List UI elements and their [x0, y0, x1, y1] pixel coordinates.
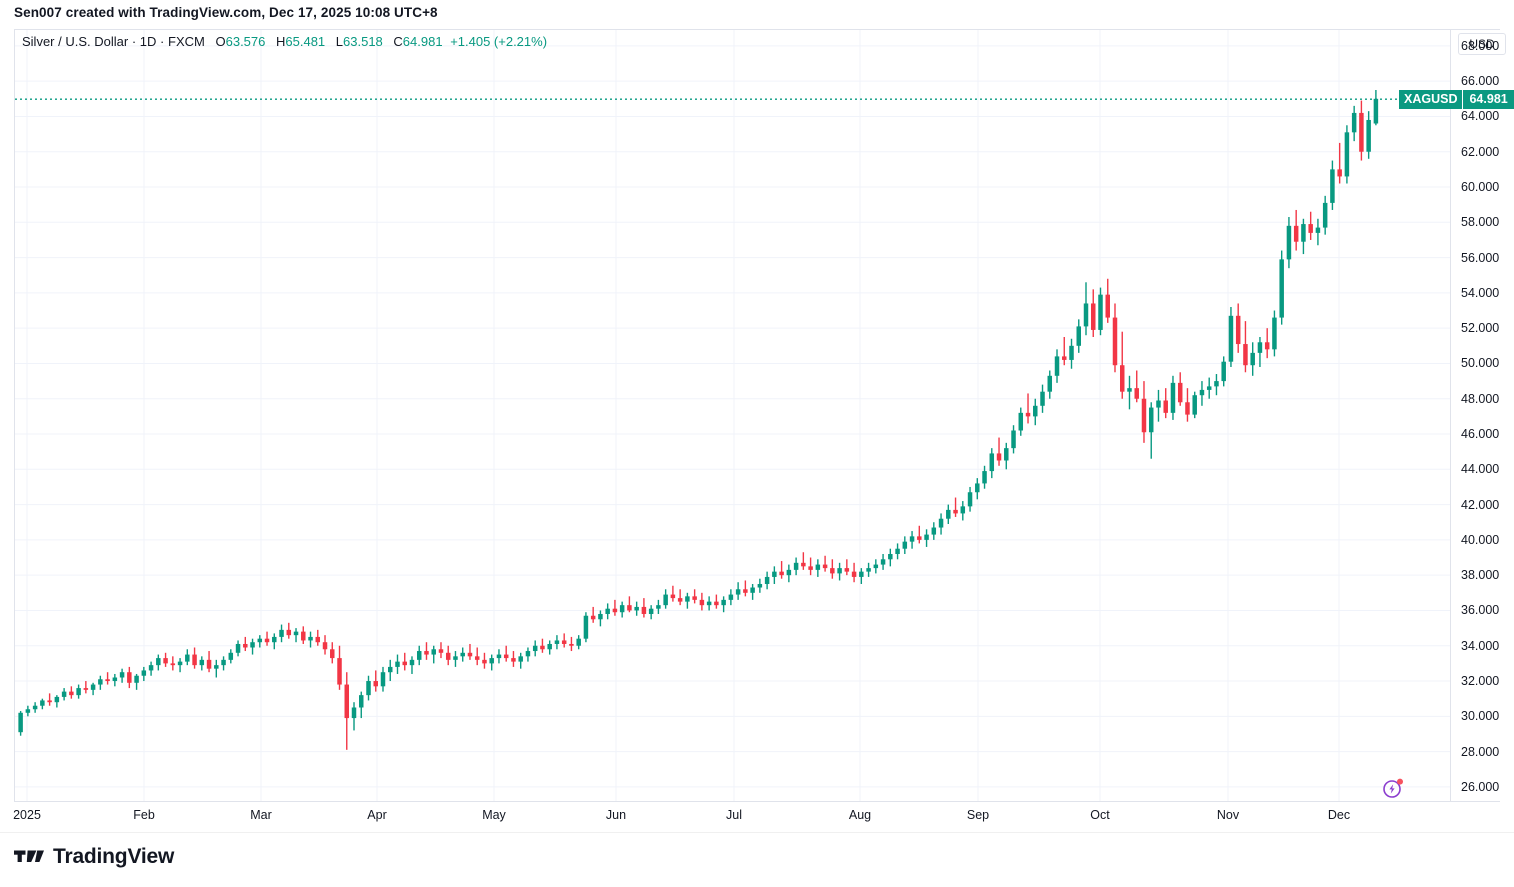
price-tick: 54.000: [1461, 285, 1500, 300]
legend-close-value: 64.981: [402, 34, 443, 49]
legend-interval[interactable]: 1D: [139, 34, 157, 49]
price-tick: 36.000: [1461, 603, 1500, 618]
price-tick: 62.000: [1461, 144, 1500, 159]
legend-separator-1: ·: [131, 34, 137, 49]
time-tick: Aug: [848, 808, 872, 822]
legend-separator-2: ·: [160, 34, 165, 49]
legend-change: +1.405 (+2.21%): [450, 34, 548, 49]
legend-low-label: L: [335, 34, 344, 49]
time-tick: Apr: [367, 808, 387, 822]
legend-low-value: 63.518: [343, 34, 383, 49]
tradingview-mark-icon: [14, 850, 44, 862]
last-price-value: 64.981: [1463, 89, 1514, 109]
price-axis[interactable]: USD 26.000 28.000 30.000 32.000 34.000 36.000…: [1450, 30, 1514, 801]
time-tick: Feb: [133, 808, 155, 822]
legend-open-value: 63.576: [225, 34, 266, 49]
price-tick: 40.000: [1461, 532, 1500, 547]
price-tick: 58.000: [1461, 215, 1500, 230]
price-tick: 32.000: [1461, 674, 1500, 689]
price-tick: 38.000: [1461, 568, 1500, 583]
price-tick: 28.000: [1461, 744, 1500, 759]
last-price-ticker: XAGUSD: [1399, 89, 1463, 109]
time-axis[interactable]: 2025 Feb Mar Apr May Jun Jul Aug Sep Oct Nov Dec: [13, 801, 1500, 831]
attribution-text: Sen007 created with TradingView.com, Dec…: [14, 5, 438, 20]
legend-close-label: C: [393, 34, 403, 49]
legend-high-value: 65.481: [285, 34, 326, 49]
time-tick: Jul: [726, 808, 742, 822]
legend-open: O63.576: [215, 34, 265, 49]
time-tick: May: [482, 808, 506, 822]
price-tick: 44.000: [1461, 462, 1500, 477]
price-tick: 66.000: [1461, 74, 1500, 89]
time-tick: Oct: [1090, 808, 1110, 822]
bottom-bar: TradingView: [0, 832, 1514, 887]
legend-high-label: H: [276, 34, 286, 49]
last-price-badge[interactable]: XAGUSD 64.981: [1399, 89, 1514, 109]
legend-open-label: O: [215, 34, 226, 49]
chart-plot-area[interactable]: [15, 30, 1450, 801]
price-tick: 68.000: [1461, 38, 1500, 53]
time-tick: Nov: [1216, 808, 1240, 822]
tradingview-logo[interactable]: TradingView: [14, 845, 174, 869]
legend-high: H65.481: [276, 34, 325, 49]
legend-low: L63.518: [336, 34, 383, 49]
currency-selector[interactable]: USD: [1458, 33, 1506, 55]
alerts-lightning-icon[interactable]: [1382, 777, 1404, 799]
candlestick-svg: [15, 30, 1450, 801]
price-tick: 60.000: [1461, 180, 1500, 195]
price-tick: 26.000: [1461, 779, 1500, 794]
price-tick: 30.000: [1461, 709, 1500, 724]
legend-symbol-name[interactable]: Silver / U.S. Dollar: [22, 34, 129, 49]
price-tick: 50.000: [1461, 356, 1500, 371]
legend-exchange[interactable]: FXCM: [168, 34, 205, 49]
chart-legend[interactable]: Silver / U.S. Dollar · 1D · FXCM O63.576…: [22, 33, 547, 51]
price-tick: 64.000: [1461, 109, 1500, 124]
price-tick: 56.000: [1461, 250, 1500, 265]
tradingview-wordmark: TradingView: [53, 845, 175, 868]
price-tick: 46.000: [1461, 427, 1500, 442]
chart-frame: [14, 29, 1500, 801]
legend-close: C64.981: [393, 34, 442, 49]
price-tick: 52.000: [1461, 321, 1500, 336]
time-tick: Mar: [250, 808, 272, 822]
lightning-bolt-icon: [1383, 778, 1403, 798]
time-tick: 2025: [13, 808, 41, 822]
time-tick: Jun: [605, 808, 627, 822]
time-tick: Dec: [1327, 808, 1351, 822]
price-tick: 42.000: [1461, 497, 1500, 512]
price-tick: 34.000: [1461, 638, 1500, 653]
time-tick: Sep: [966, 808, 990, 822]
badge-divider: [1462, 89, 1464, 109]
price-tick: 48.000: [1461, 391, 1500, 406]
